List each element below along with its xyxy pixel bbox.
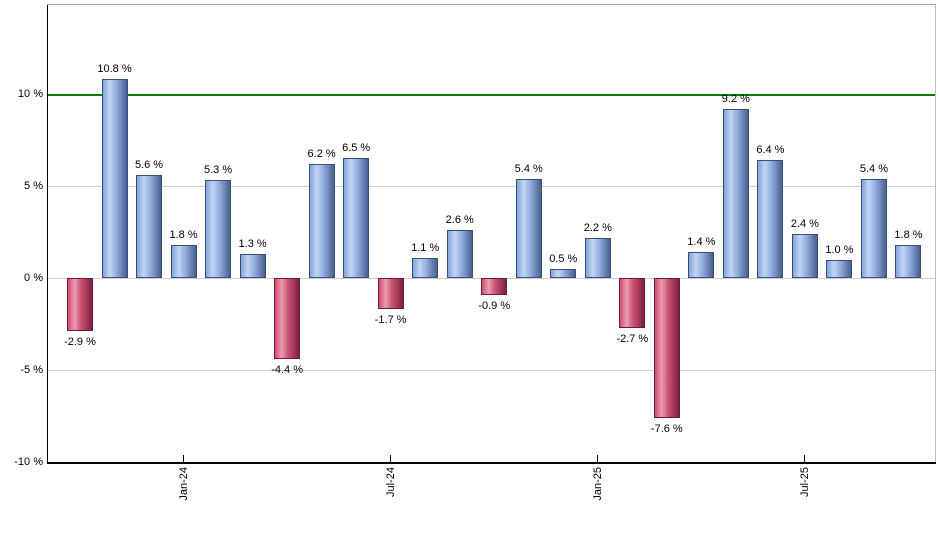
x-axis-tick-label: Jan-24 bbox=[177, 467, 190, 501]
return-bar bbox=[308, 163, 335, 278]
return-bar bbox=[860, 178, 887, 278]
bar-value-label: 1.0 % bbox=[825, 243, 854, 256]
return-bar bbox=[791, 233, 818, 278]
return-bar bbox=[481, 278, 508, 295]
return-bar bbox=[412, 257, 439, 278]
return-bar bbox=[550, 268, 577, 278]
bar-value-label: -0.9 % bbox=[478, 299, 511, 312]
return-bar bbox=[205, 180, 232, 278]
bar-value-label: 1.3 % bbox=[238, 238, 267, 251]
bar-value-label: 1.8 % bbox=[894, 228, 923, 241]
return-bar bbox=[343, 158, 370, 278]
return-bar bbox=[101, 79, 128, 278]
bar-value-label: 6.4 % bbox=[756, 144, 785, 157]
bar-value-label: -2.9 % bbox=[64, 336, 96, 349]
y-axis-tick-label: 10 % bbox=[17, 88, 43, 100]
return-bar bbox=[584, 237, 611, 278]
return-bar bbox=[274, 278, 301, 359]
x-axis-tick-label: Jul-25 bbox=[798, 467, 811, 497]
return-bar bbox=[895, 244, 922, 278]
y-axis-line bbox=[47, 5, 48, 462]
return-bar bbox=[515, 178, 542, 278]
x-axis-tick-mark bbox=[390, 455, 392, 464]
bar-value-label: 2.2 % bbox=[583, 221, 612, 234]
bar-value-label: -4.4 % bbox=[271, 363, 303, 376]
y-gridline bbox=[48, 370, 935, 371]
bar-value-label: 1.1 % bbox=[411, 241, 440, 254]
y-axis-tick-label: -10 % bbox=[14, 456, 43, 468]
bar-value-label: 9.2 % bbox=[721, 92, 750, 105]
bar-value-label: 6.5 % bbox=[342, 142, 371, 155]
y-axis-tick-label: 0 % bbox=[24, 272, 43, 284]
return-bar bbox=[136, 174, 163, 278]
bar-value-label: 5.6 % bbox=[134, 158, 164, 171]
bar-value-label: 6.2 % bbox=[307, 147, 336, 160]
plot-area: -2.9 % 10.8 % 5.6 % 1.8 % 5.3 % 1.3 % -4.4 % 6.… bbox=[48, 5, 935, 462]
y-axis-tick-label: -5 % bbox=[20, 364, 43, 376]
plot-right-border bbox=[935, 5, 936, 462]
bar-value-label: 1.4 % bbox=[687, 236, 716, 249]
return-bar bbox=[826, 259, 853, 278]
return-bar bbox=[67, 278, 93, 332]
return-bar bbox=[757, 160, 784, 278]
return-bar bbox=[446, 230, 473, 278]
bar-value-label: 2.4 % bbox=[790, 217, 819, 230]
return-bar bbox=[688, 252, 715, 278]
bar-value-label: 5.3 % bbox=[204, 164, 233, 177]
bar-value-label: 2.6 % bbox=[445, 214, 474, 227]
return-bar bbox=[619, 278, 646, 328]
ten-percent-reference-line bbox=[48, 93, 935, 96]
bar-value-label: -2.7 % bbox=[616, 332, 649, 345]
x-axis-tick-label: Jul-24 bbox=[384, 467, 397, 497]
x-axis-tick-mark bbox=[183, 455, 185, 464]
x-axis-tick-mark bbox=[597, 455, 599, 464]
return-bar bbox=[170, 244, 197, 278]
return-bar bbox=[377, 278, 404, 310]
bar-value-label: 0.5 % bbox=[549, 252, 578, 265]
bar-value-label: -1.7 % bbox=[374, 314, 407, 327]
x-axis-tick-mark bbox=[804, 455, 806, 464]
bar-value-label: 1.8 % bbox=[169, 228, 198, 241]
x-axis-line bbox=[47, 462, 936, 464]
bar-value-label: 10.8 % bbox=[97, 63, 132, 76]
x-axis-tick-label: Jan-25 bbox=[591, 467, 604, 501]
return-bar bbox=[722, 108, 749, 278]
bar-value-label: 5.4 % bbox=[514, 162, 543, 175]
y-gridline bbox=[48, 186, 935, 187]
bar-value-label: 5.4 % bbox=[859, 162, 889, 175]
y-axis-tick-label: 5 % bbox=[24, 180, 43, 192]
return-bar bbox=[239, 254, 266, 278]
return-bar bbox=[653, 278, 680, 418]
bar-value-label: -7.6 % bbox=[650, 422, 683, 435]
plot-top-border bbox=[47, 4, 936, 5]
